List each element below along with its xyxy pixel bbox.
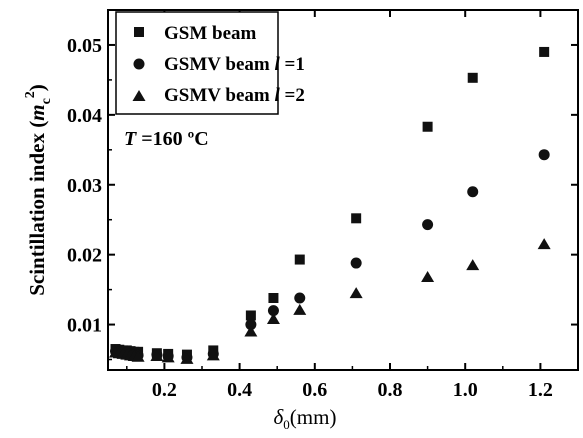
- gsm-point: [422, 121, 433, 132]
- gsmv-l2-point: [266, 312, 280, 324]
- y-tick-label: 0.03: [67, 175, 102, 197]
- gsmv-l2-point: [349, 287, 363, 299]
- gsmv-l1-point: [467, 186, 479, 198]
- gsmv-l2-point: [466, 259, 480, 271]
- gsmv-l2-point: [161, 351, 175, 363]
- gsm-point: [467, 72, 478, 83]
- gsm-point: [294, 254, 305, 265]
- y-tick-label: 0.01: [67, 315, 102, 337]
- gsmv-l2-point: [537, 238, 551, 250]
- axis-tick-labels: 0.2 0.4 0.6 0.8 1.0 1.2 0.01 0.02 0.03 0.04 0.05: [67, 35, 553, 401]
- x-tick-label: 1.0: [453, 379, 478, 401]
- temperature-annotation: T =160 ºC: [124, 128, 209, 150]
- legend-label-gsmv-l1: GSMV beam l =1: [164, 54, 305, 75]
- svg-text:δ0(mm): δ0(mm): [274, 405, 337, 432]
- y-axis-label: Scintillation index (mc2): [23, 84, 54, 296]
- x-tick-label: 0.6: [302, 379, 327, 401]
- gsm-point: [268, 293, 279, 303]
- gsmv-l2-point: [150, 350, 164, 362]
- legend-marker-triangle: [132, 90, 146, 101]
- x-tick-label: 0.8: [378, 379, 403, 401]
- gsm-point: [245, 310, 256, 321]
- data-marks: [109, 46, 551, 364]
- x-tick-label: 0.2: [152, 379, 177, 401]
- gsmv-l2-point: [244, 325, 258, 337]
- y-tick-label: 0.04: [67, 105, 102, 127]
- y-axis-label-main: Scintillation index (: [25, 121, 49, 296]
- gsmv-l1-point: [422, 219, 434, 231]
- legend-marker-circle: [133, 58, 145, 70]
- gsmv-l1-point: [294, 292, 306, 304]
- legend-label-gsm: GSM beam: [164, 23, 257, 44]
- legend-marker-square: [134, 27, 144, 37]
- gsm-point: [351, 213, 362, 224]
- gsmv-l1-point: [267, 305, 279, 317]
- plot-frame: [107, 9, 579, 371]
- gsmv-l2-point: [293, 303, 307, 315]
- svg-text:Scintillation index (mc2): Scintillation index (mc2): [23, 84, 54, 296]
- legend-label-gsmv-l2: GSMV beam l =2: [164, 85, 305, 106]
- gsmv-l2-point: [180, 352, 194, 364]
- gsmv-l1-point: [350, 257, 362, 269]
- gsmv-l2-point: [131, 350, 145, 362]
- x-tick-label: 1.2: [528, 379, 553, 401]
- y-tick-label: 0.05: [67, 35, 102, 57]
- x-axis-label: δ0(mm): [274, 405, 337, 432]
- y-tick-label: 0.02: [67, 245, 102, 267]
- gsmv-l1-point: [245, 319, 257, 331]
- gsm-point: [539, 46, 550, 57]
- x-tick-label: 0.4: [227, 379, 252, 401]
- legend: GSM beam GSMV beam l =1 GSMV beam l =2: [115, 11, 305, 115]
- gsmv-l1-point: [538, 149, 550, 161]
- gsmv-l2-point: [206, 349, 220, 361]
- gsmv-l2-point: [421, 271, 435, 283]
